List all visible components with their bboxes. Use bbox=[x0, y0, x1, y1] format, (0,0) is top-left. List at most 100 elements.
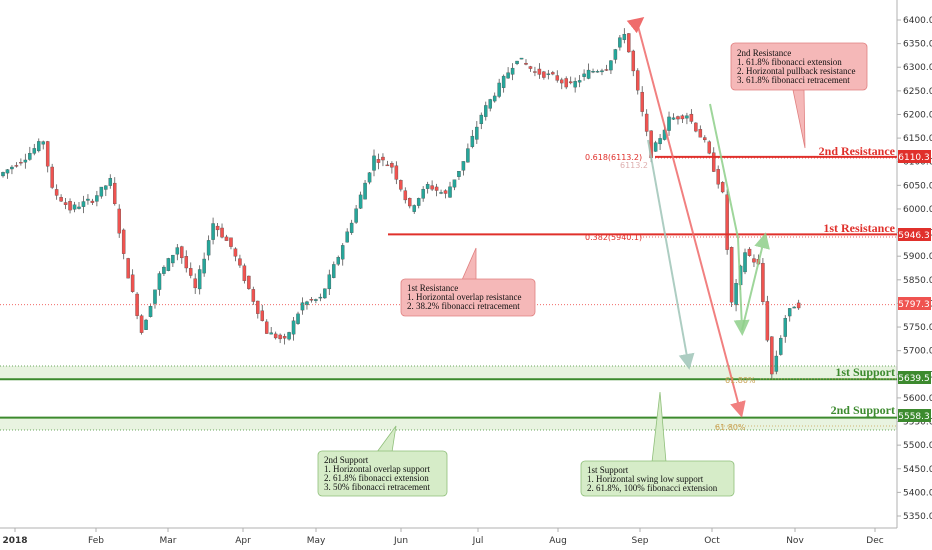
res1-callout-line1: 1. Horizontal overlap resistance bbox=[407, 292, 521, 302]
candle-down bbox=[59, 197, 63, 202]
candle-up bbox=[546, 73, 551, 75]
candle-down bbox=[752, 258, 756, 263]
tag-second-support-bg bbox=[898, 409, 931, 422]
candle-down bbox=[720, 182, 725, 193]
candle-up bbox=[653, 142, 658, 152]
candle-down bbox=[564, 78, 568, 88]
candle-up bbox=[99, 186, 104, 197]
candlestick-series bbox=[1, 28, 801, 380]
tag-last-price-bg bbox=[898, 297, 931, 310]
candle-down bbox=[399, 180, 403, 190]
fib-label-618-overlap: 6113.2 bbox=[620, 161, 648, 170]
candle-up bbox=[166, 258, 171, 271]
candle-down bbox=[761, 263, 765, 302]
fib-label-618: 0.618(6113.2) bbox=[585, 153, 642, 162]
x-tick-label: Apr bbox=[235, 536, 251, 546]
sup1-callout-line2: 2. 61.8%, 100% fibonacci extension bbox=[587, 483, 718, 493]
candle-up bbox=[32, 148, 37, 154]
candle-up bbox=[577, 80, 582, 83]
candle-up bbox=[582, 73, 586, 77]
candle-down bbox=[604, 69, 609, 71]
x-tick-label: Jul bbox=[472, 536, 484, 546]
candle-down bbox=[770, 336, 774, 375]
y-tick-label: 6150.0 bbox=[903, 134, 932, 144]
candle-up bbox=[667, 116, 671, 131]
candle-up bbox=[327, 274, 332, 290]
candle-up bbox=[488, 99, 492, 109]
x-tick-label: May bbox=[307, 536, 326, 546]
tag-second-resistance-bg bbox=[898, 150, 931, 163]
candle-up bbox=[425, 184, 430, 189]
candle-up bbox=[452, 179, 457, 188]
candle-down bbox=[796, 302, 801, 309]
candle-up bbox=[211, 223, 215, 240]
res1-callout-line2: 2. 38.2% fibonacci retracement bbox=[407, 301, 520, 311]
candle-down bbox=[215, 225, 220, 231]
fib-label-6180-a: 61.80% bbox=[725, 376, 756, 385]
candle-up bbox=[470, 135, 475, 147]
candle-up bbox=[492, 95, 497, 102]
candle-up bbox=[519, 57, 524, 60]
sup2-callout-title: 2nd Support bbox=[324, 455, 369, 465]
x-tick-label: Mar bbox=[160, 536, 177, 546]
candle-down bbox=[68, 201, 72, 211]
y-tick-label: 5900.0 bbox=[903, 252, 932, 262]
candle-down bbox=[54, 189, 59, 196]
candle-down bbox=[430, 185, 434, 190]
y-tick-label: 5600.0 bbox=[903, 394, 932, 404]
candle-up bbox=[86, 198, 90, 201]
y-tick-label: 5550.0 bbox=[903, 418, 932, 428]
candle-down bbox=[640, 91, 644, 112]
candle-up bbox=[685, 115, 689, 119]
candle-up bbox=[148, 306, 153, 317]
tag-second-resistance: 6110.3 bbox=[898, 153, 930, 163]
y-tick-label: 5400.0 bbox=[903, 488, 932, 498]
second-resistance-title: 2nd Resistance bbox=[819, 144, 896, 158]
candle-down bbox=[542, 71, 546, 78]
candle-up bbox=[157, 273, 162, 290]
candle-up bbox=[10, 166, 14, 170]
candle-up bbox=[95, 195, 99, 202]
y-tick-label: 5450.0 bbox=[903, 465, 932, 475]
candle-down bbox=[381, 156, 385, 161]
candle-down bbox=[63, 202, 68, 205]
candle-down bbox=[537, 68, 542, 75]
candle-down bbox=[555, 75, 560, 81]
candle-up bbox=[354, 208, 358, 223]
x-tick-label: Aug bbox=[549, 536, 567, 546]
candle-up bbox=[586, 69, 591, 79]
x-tick-label: Nov bbox=[786, 536, 804, 546]
candle-up bbox=[591, 71, 595, 73]
candle-down bbox=[627, 33, 631, 53]
res1-callout-title: 1st Resistance bbox=[407, 283, 458, 293]
candle-up bbox=[367, 172, 372, 183]
projection-arrow-red-down bbox=[637, 25, 746, 418]
candle-down bbox=[403, 190, 408, 201]
y-tick-label: 5700.0 bbox=[903, 347, 932, 357]
candle-up bbox=[175, 247, 180, 255]
candle-down bbox=[14, 165, 19, 167]
first-resistance-title: 1st Resistance bbox=[823, 221, 895, 235]
res1-callout-pointer bbox=[461, 247, 477, 281]
candle-up bbox=[573, 81, 577, 88]
candle-down bbox=[680, 115, 685, 120]
candle-down bbox=[716, 169, 720, 185]
candle-up bbox=[323, 288, 327, 299]
candle-up bbox=[515, 60, 519, 65]
sup1-callout-box bbox=[580, 460, 735, 497]
tag-first-support-bg bbox=[898, 371, 931, 384]
x-tick-label: 2018 bbox=[2, 536, 27, 546]
tag-first-resistance-bg bbox=[898, 228, 931, 241]
candle-up bbox=[206, 240, 211, 256]
candle-down bbox=[193, 278, 197, 289]
sup2-callout-box bbox=[317, 450, 448, 497]
candle-down bbox=[242, 265, 247, 281]
candle-down bbox=[251, 289, 256, 302]
candle-down bbox=[747, 248, 752, 256]
candle-up bbox=[609, 60, 613, 71]
candle-up bbox=[734, 283, 738, 306]
candle-up bbox=[144, 319, 148, 330]
candle-up bbox=[291, 320, 296, 335]
candle-up bbox=[448, 186, 452, 198]
